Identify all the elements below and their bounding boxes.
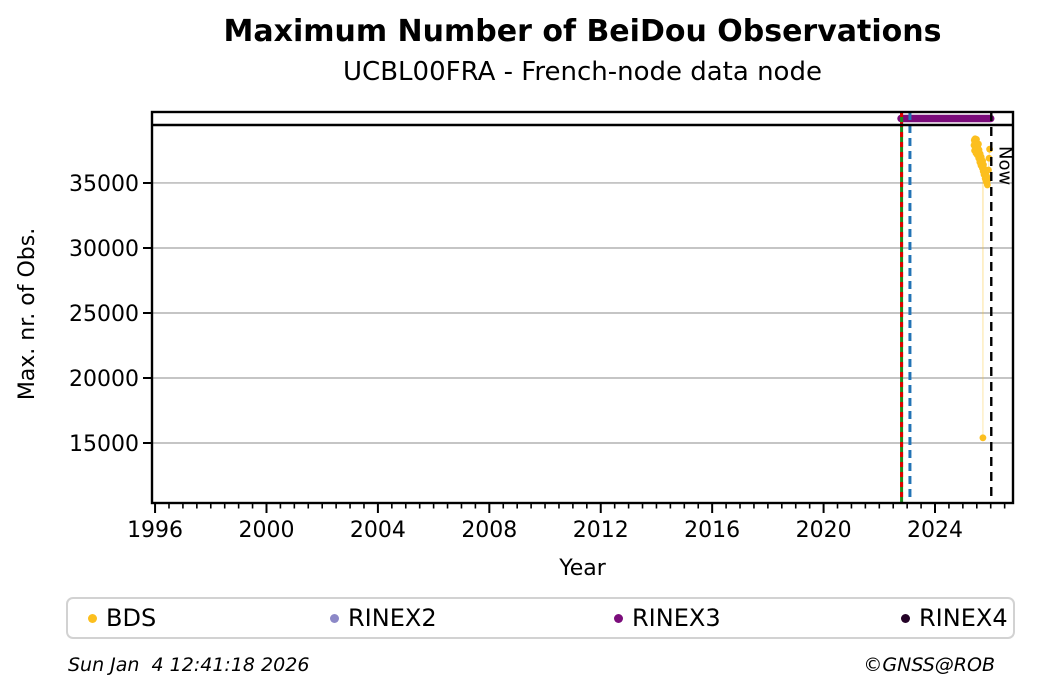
x-tick-label: 2020 xyxy=(796,518,852,543)
chart-subtitle: UCBL00FRA - French-node data node xyxy=(343,57,822,87)
x-tick-label: 2004 xyxy=(350,518,406,543)
x-tick-label: 2012 xyxy=(573,518,629,543)
rinex3-marker-icon xyxy=(614,613,623,623)
legend-label-bds: BDS xyxy=(106,604,157,632)
y-axis-label: Max. nr. of Obs. xyxy=(15,228,40,400)
legend-label-rinex2: RINEX2 xyxy=(348,604,437,632)
legend: BDS RINEX2 RINEX3 RINEX4 xyxy=(66,597,1015,639)
legend-item-rinex3: RINEX3 xyxy=(614,599,721,637)
legend-item-rinex4: RINEX4 xyxy=(901,599,1008,637)
x-tick-label: 2000 xyxy=(238,518,294,543)
y-tick-label: 20000 xyxy=(69,367,139,392)
bds-point xyxy=(975,140,982,148)
x-tick-label: 2016 xyxy=(684,518,740,543)
x-tick-label: 2008 xyxy=(461,518,517,543)
plot-timestamp: Sun Jan 4 12:41:18 2026 xyxy=(68,654,310,676)
legend-label-rinex3: RINEX3 xyxy=(632,604,721,632)
y-tick-label: 25000 xyxy=(69,302,139,327)
x-tick-label: 2024 xyxy=(907,518,963,543)
bds-point xyxy=(983,181,991,189)
bds-point xyxy=(979,434,987,442)
bds-point xyxy=(985,166,992,174)
bds-marker-icon xyxy=(88,613,97,623)
plot-frame xyxy=(150,110,1015,505)
chart-title: Maximum Number of BeiDou Observations xyxy=(223,14,942,49)
x-tick-label: 1996 xyxy=(127,518,183,543)
y-tick-label: 15000 xyxy=(69,432,139,457)
rinex4-marker-icon xyxy=(901,613,910,623)
legend-label-rinex4: RINEX4 xyxy=(919,604,1008,632)
x-axis-label: Year xyxy=(558,556,607,581)
bds-point xyxy=(984,176,992,184)
rinex2-marker-icon xyxy=(330,613,339,623)
legend-item-bds: BDS xyxy=(88,599,156,637)
legend-item-rinex2: RINEX2 xyxy=(330,599,437,637)
y-tick-label: 30000 xyxy=(69,237,139,262)
now-label: Now xyxy=(994,146,1015,185)
y-tick-label: 35000 xyxy=(69,172,139,197)
copyright: ©GNSS@ROB xyxy=(863,654,995,676)
